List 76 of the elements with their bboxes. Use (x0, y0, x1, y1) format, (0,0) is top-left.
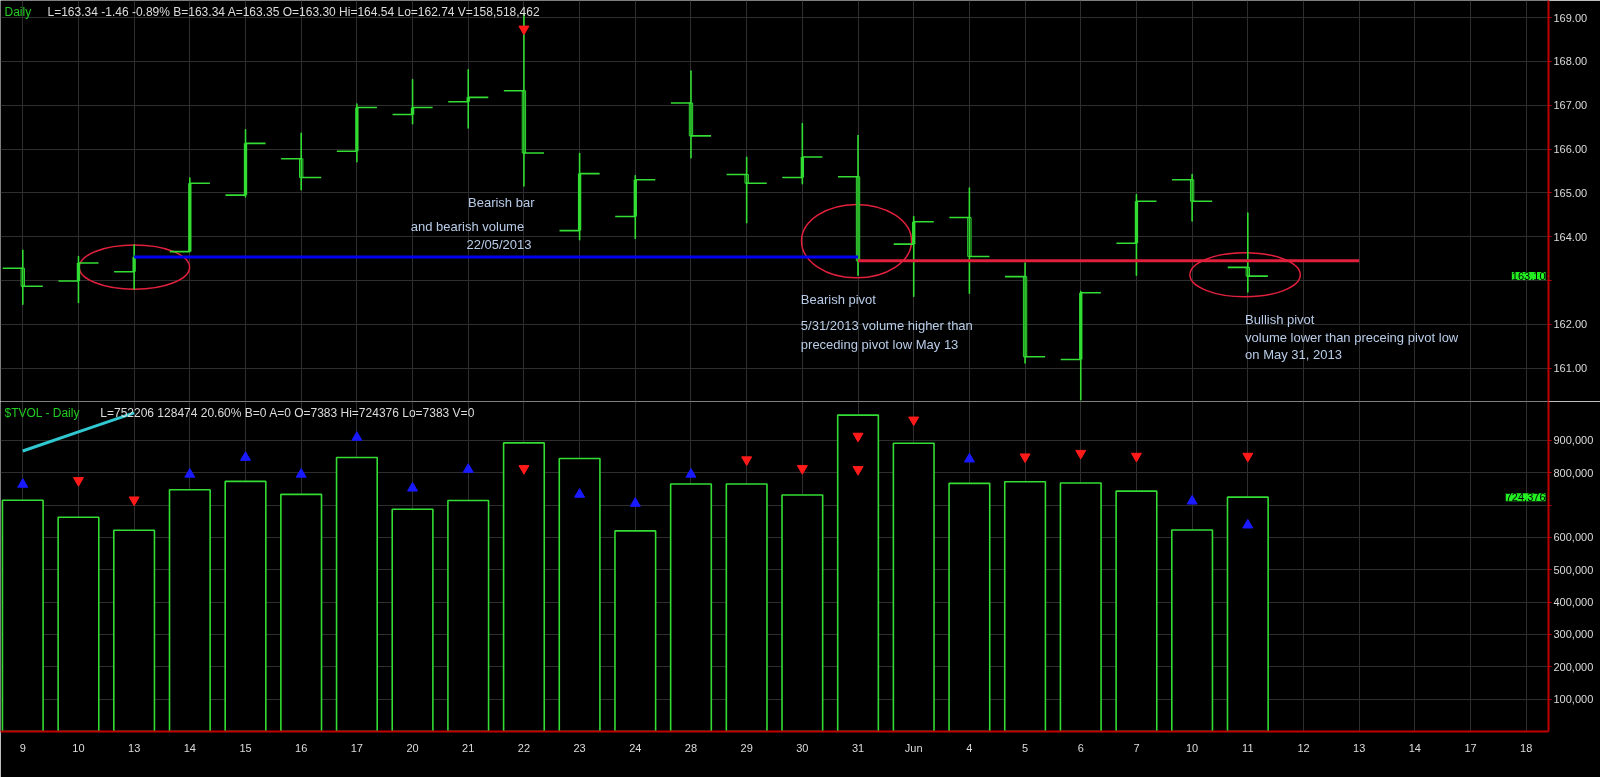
y-tick-label: 161.00 (1553, 362, 1588, 375)
annotation: 163.10 (1511, 269, 1546, 282)
x-tick-label: 17 (1464, 741, 1477, 754)
x-tick-label: 14 (1408, 741, 1421, 754)
y-tick-label: 164.00 (1553, 230, 1588, 243)
x-tick-label: 4 (966, 741, 973, 754)
x-tick-label: 20 (406, 741, 419, 754)
x-tick-label: 14 (183, 741, 196, 754)
x-tick-label: 23 (573, 741, 586, 754)
chart-subtitle: L=163.34 -1.46 -0.89% B=163.34 A=163.35 O=163.30 Hi=164.54 Lo=162.74 V=158,518,462 (47, 4, 540, 19)
chart-title: $TVOL - Daily (4, 405, 80, 420)
y-tick-label: 200,000 (1553, 660, 1594, 673)
x-tick-label: 12 (1297, 741, 1310, 754)
y-tick-label: 400,000 (1553, 596, 1594, 609)
y-tick-label: 500,000 (1553, 563, 1594, 576)
candlestick (1171, 173, 1213, 222)
annotation: Bearish pivot (800, 291, 877, 307)
candlestick (781, 122, 824, 185)
x-tick-label: 24 (629, 741, 642, 754)
x-tick-label: 10 (1186, 741, 1199, 754)
y-tick-label: 168.00 (1553, 55, 1588, 68)
x-tick-label: 31 (851, 741, 865, 754)
y-tick-label: 900,000 (1553, 434, 1594, 447)
y-tick-label: 166.00 (1553, 143, 1588, 156)
annotation: on May 31, 2013 (1245, 347, 1342, 363)
x-tick-label: 17 (350, 741, 364, 754)
y-tick-label: 300,000 (1553, 628, 1594, 641)
candlestick (614, 175, 657, 240)
candlestick (892, 215, 935, 298)
y-tick-label: 100,000 (1553, 693, 1594, 706)
chart-title: Daily (4, 4, 32, 19)
candlestick (558, 152, 601, 241)
y-tick-label: 165.00 (1553, 186, 1588, 199)
candlestick (948, 187, 991, 295)
x-tick-label: 11 (1242, 741, 1254, 754)
x-tick-label: 22 (517, 741, 531, 754)
candlestick (391, 79, 434, 125)
candlestick (280, 132, 323, 191)
x-tick-label: 7 (1133, 741, 1140, 754)
annotation: Bullish pivot (1245, 312, 1315, 328)
x-tick-label: Jun (904, 741, 923, 754)
annotation: preceding pivot low May 13 (800, 336, 959, 352)
annotation: 22/05/2013 (466, 236, 532, 252)
candlestick (1115, 193, 1158, 277)
candlestick (1, 249, 44, 306)
x-tick-label: 13 (128, 741, 141, 754)
x-tick-label: 30 (796, 741, 809, 754)
candlestick (1004, 262, 1046, 364)
candlestick (1226, 212, 1269, 293)
y-tick-label: 600,000 (1553, 531, 1594, 544)
x-tick-label: 21 (462, 741, 475, 754)
annotation: 724,376 (1505, 491, 1546, 504)
x-tick-label: 15 (239, 741, 252, 754)
x-tick-label: 18 (1520, 741, 1533, 754)
x-tick-label: 10 (72, 741, 85, 754)
candlestick (57, 255, 100, 304)
candlestick (336, 103, 378, 163)
y-tick-label: 167.00 (1553, 99, 1588, 112)
x-tick-label: 28 (684, 741, 698, 754)
y-tick-label: 162.00 (1553, 318, 1588, 331)
annotation: and bearish volume (410, 218, 525, 234)
candlestick (670, 70, 712, 159)
candlestick (447, 68, 490, 129)
chart-subtitle: L=752206 128474 20.60% B=0 A=0 O=7383 Hi=724376 Lo=7383 V=0 (100, 405, 475, 420)
annotation: Bearish bar (468, 194, 536, 210)
y-tick-label: 169.00 (1553, 11, 1588, 24)
candlestick (725, 156, 768, 224)
annotation: volume lower than preceing pivot low (1245, 330, 1459, 346)
x-tick-label: 29 (740, 741, 753, 754)
x-tick-label: 5 (1022, 741, 1029, 754)
x-tick-label: 6 (1077, 741, 1084, 754)
x-tick-label: 13 (1353, 741, 1366, 754)
annotation: 5/31/2013 volume higher than (800, 317, 973, 333)
y-tick-label: 800,000 (1553, 466, 1594, 479)
x-tick-label: 16 (295, 741, 308, 754)
x-tick-label: 9 (19, 741, 26, 754)
